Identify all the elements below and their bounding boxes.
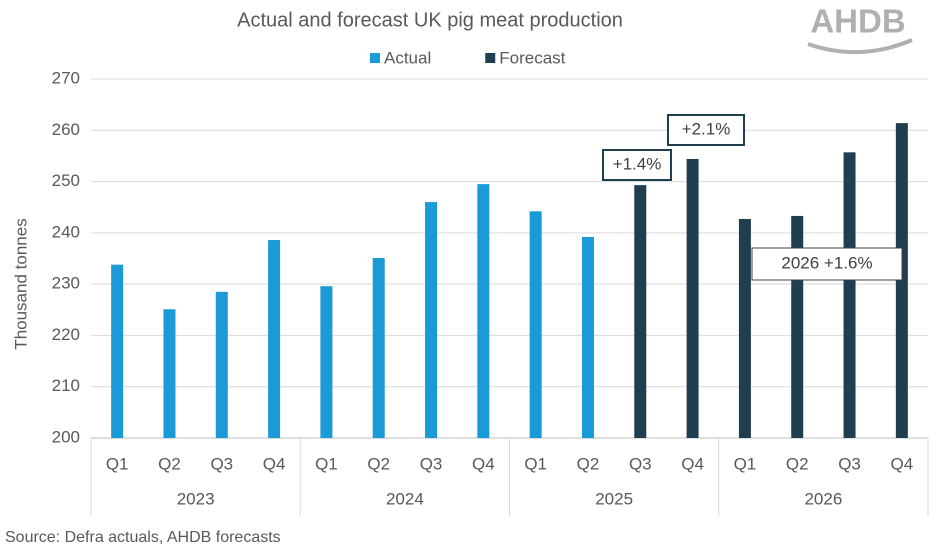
bar — [686, 159, 699, 438]
bar — [843, 152, 856, 439]
x-tick-label: Q3 — [838, 454, 861, 473]
bar — [215, 291, 228, 438]
bar — [111, 264, 124, 438]
x-tick-label: Q2 — [786, 454, 809, 473]
bar — [581, 236, 594, 438]
bar — [425, 202, 438, 438]
annotation: +2.1% — [682, 119, 731, 138]
annotation: 2026 +1.6% — [781, 253, 872, 272]
source-note: Source: Defra actuals, AHDB forecasts — [5, 529, 281, 546]
logo: AHDB — [810, 3, 905, 40]
group-label: 2026 — [804, 489, 842, 508]
logo-swoosh — [807, 38, 913, 55]
x-tick-label: Q1 — [734, 454, 757, 473]
chart-title: Actual and forecast UK pig meat producti… — [237, 9, 623, 31]
group-label: 2024 — [386, 489, 424, 508]
bar — [372, 257, 385, 438]
x-tick-label: Q3 — [420, 454, 443, 473]
x-tick-label: Q4 — [891, 454, 914, 473]
bar — [529, 211, 542, 438]
bar — [163, 309, 176, 438]
bar — [634, 185, 647, 438]
annotation-box — [667, 114, 745, 146]
y-tick-label: 200 — [52, 427, 80, 446]
x-tick-label: Q1 — [106, 454, 129, 473]
legend-swatch — [370, 53, 380, 63]
y-tick-label: 270 — [52, 68, 80, 87]
group-label: 2025 — [595, 489, 633, 508]
legend-label: Actual — [384, 48, 431, 67]
annotation: +1.4% — [613, 154, 662, 173]
x-tick-label: Q4 — [263, 454, 286, 473]
bar — [477, 184, 490, 438]
y-tick-label: 210 — [52, 376, 80, 395]
x-tick-label: Q2 — [367, 454, 390, 473]
y-tick-label: 240 — [52, 222, 80, 241]
y-tick-label: 220 — [52, 325, 80, 344]
x-tick-label: Q4 — [681, 454, 704, 473]
legend-swatch — [485, 53, 496, 63]
bar — [895, 123, 908, 438]
x-tick-label: Q4 — [472, 454, 495, 473]
x-tick-label: Q3 — [629, 454, 652, 473]
x-tick-label: Q3 — [210, 454, 233, 473]
x-tick-label: Q2 — [158, 454, 181, 473]
x-tick-label: Q1 — [524, 454, 547, 473]
y-tick-label: 260 — [52, 120, 80, 139]
x-tick-label: Q1 — [315, 454, 338, 473]
annotation-box — [602, 149, 672, 181]
group-label: 2023 — [177, 489, 215, 508]
y-tick-label: 250 — [52, 171, 80, 190]
legend-label: Forecast — [499, 48, 565, 67]
bar — [268, 240, 281, 438]
x-tick-label: Q2 — [577, 454, 600, 473]
y-tick-label: 230 — [52, 274, 80, 293]
bar — [320, 286, 333, 438]
bar — [738, 219, 751, 438]
annotation-box — [751, 247, 903, 281]
y-axis-title: Thousand tonnes — [11, 218, 30, 349]
